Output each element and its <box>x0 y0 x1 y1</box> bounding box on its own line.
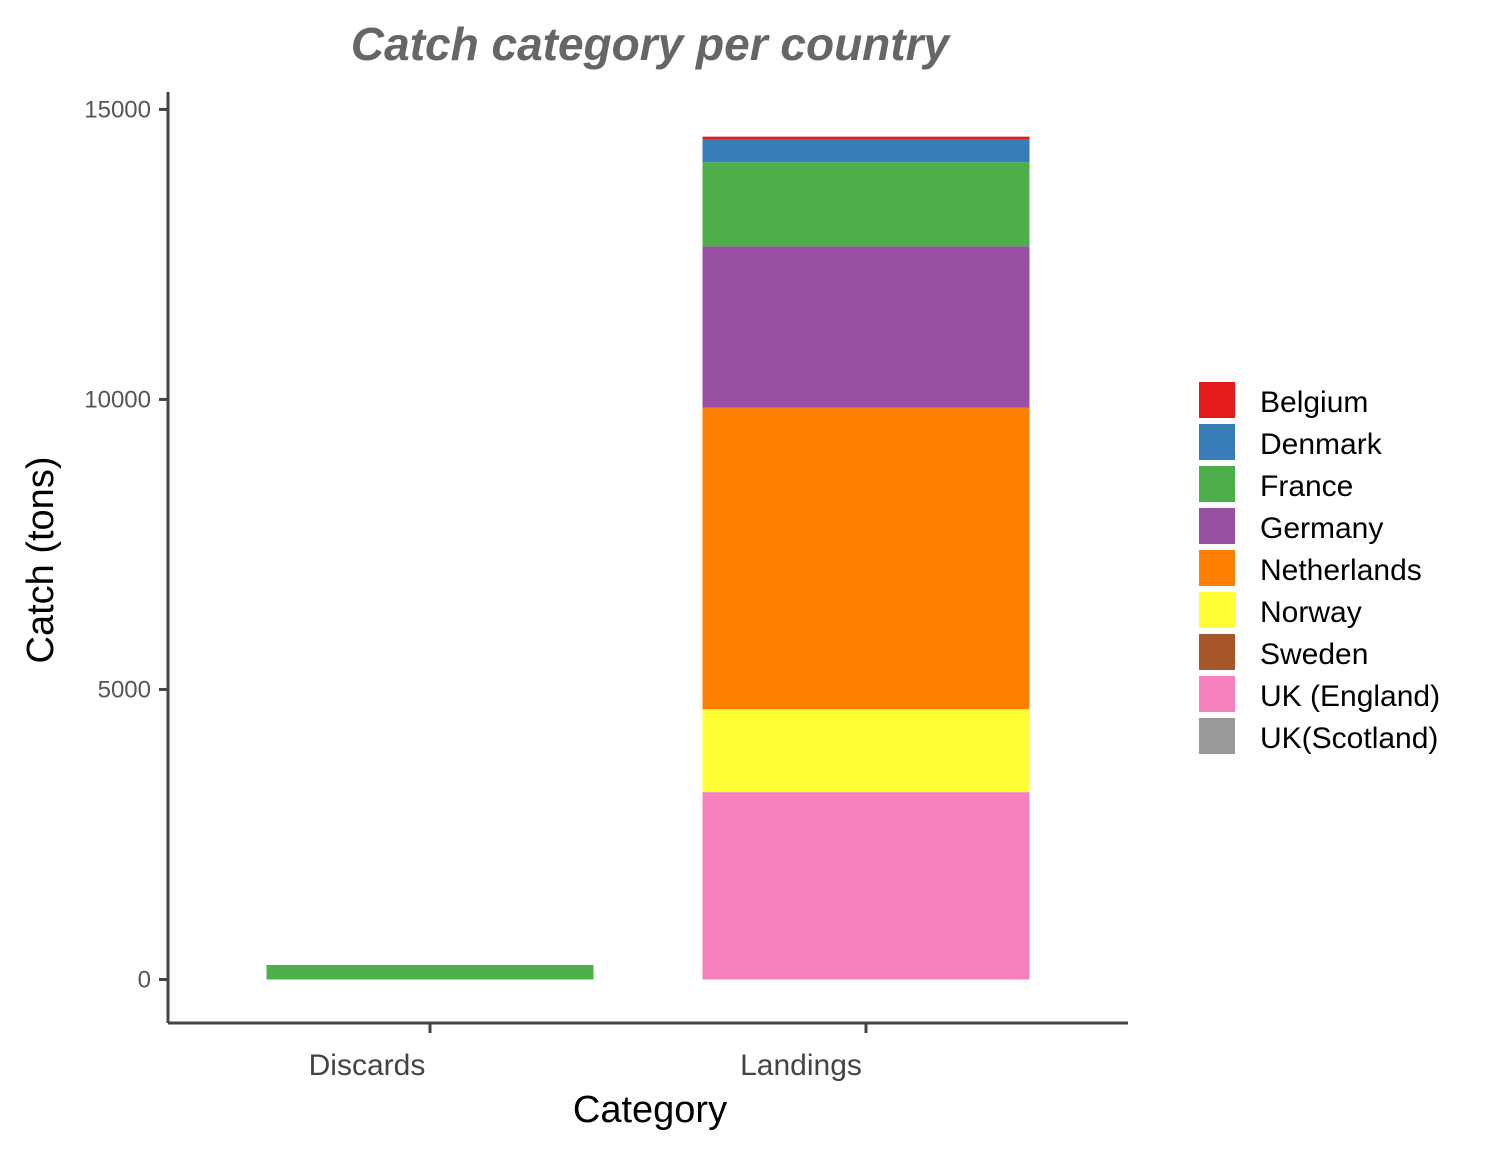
legend-label: Belgium <box>1260 386 1368 419</box>
legend-label: UK(Scotland) <box>1260 722 1438 755</box>
legend-label: Sweden <box>1260 638 1368 671</box>
bar-segment-landings-uk-england- <box>702 792 1030 980</box>
legend-swatch <box>1199 550 1235 586</box>
y-tick-label: 5000 <box>98 676 151 703</box>
bar-segment-landings-france <box>702 162 1030 247</box>
y-tick-label: 10000 <box>84 386 151 413</box>
legend: Belgium Denmark France Germany Netherlands No… <box>1199 382 1440 755</box>
y-axis-title: Catch (tons) <box>20 457 62 664</box>
legend-label: Norway <box>1260 596 1362 629</box>
legend-swatch <box>1199 508 1235 544</box>
y-axis: 0 5000 10000 15000 <box>84 92 170 1023</box>
legend-label: Denmark <box>1260 428 1383 461</box>
legend-label: France <box>1260 470 1353 503</box>
legend-swatch <box>1199 592 1235 628</box>
bar-segment-landings-belgium <box>702 136 1030 139</box>
x-tick-label-discards: Discards <box>309 1049 426 1082</box>
bars-layer <box>266 136 1030 980</box>
bar-segment-landings-netherlands <box>702 407 1030 710</box>
x-tick-label-landings: Landings <box>740 1049 862 1082</box>
bar-segment-landings-denmark <box>702 138 1030 163</box>
y-tick-label: 15000 <box>84 96 151 123</box>
bar-segment-landings-germany <box>702 246 1030 408</box>
x-axis: Discards Landings <box>168 1021 1128 1082</box>
chart-title: Catch category per country <box>351 18 952 70</box>
y-tick-label: 0 <box>138 966 151 993</box>
legend-label: Netherlands <box>1260 554 1422 587</box>
legend-swatch <box>1199 634 1235 670</box>
x-axis-title: Category <box>573 1089 727 1131</box>
bar-segment-discards-france <box>266 964 594 980</box>
legend-swatch <box>1199 382 1235 418</box>
legend-label: UK (England) <box>1260 680 1440 713</box>
legend-swatch <box>1199 676 1235 712</box>
legend-swatch <box>1199 718 1235 754</box>
legend-label: Germany <box>1260 512 1383 545</box>
legend-swatch <box>1199 424 1235 460</box>
bar-segment-landings-norway <box>702 709 1030 793</box>
legend-swatch <box>1199 466 1235 502</box>
